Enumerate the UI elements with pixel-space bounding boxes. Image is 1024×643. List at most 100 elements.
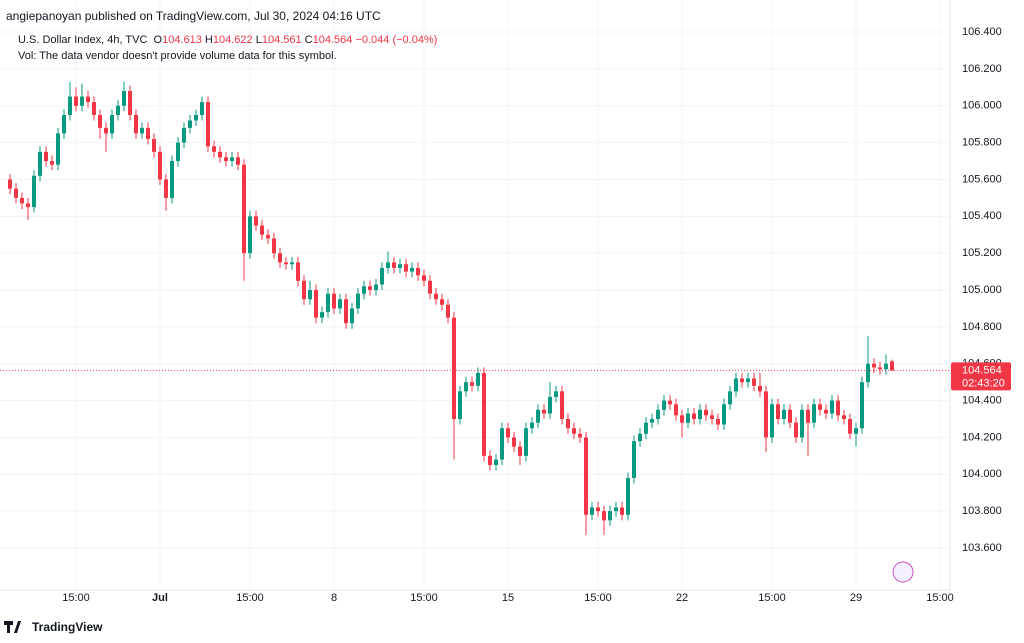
candle-body (860, 382, 864, 429)
candle-body (716, 419, 720, 425)
candles (0, 81, 950, 536)
candle-body (578, 433, 582, 438)
candle-body (128, 91, 132, 115)
candle-body (302, 280, 306, 300)
candle-body (728, 391, 732, 405)
candle-body (434, 293, 438, 300)
candle-body (50, 161, 54, 165)
candle-body (194, 114, 198, 121)
candle-body (260, 225, 264, 235)
candle-body (38, 151, 42, 176)
candle-body (188, 120, 192, 128)
candle-body (470, 382, 474, 386)
candle-body (218, 151, 222, 158)
candle-body (890, 361, 894, 371)
candle-body (74, 96, 78, 106)
candle-body (452, 317, 456, 420)
candle-body (842, 415, 846, 420)
candle-body (254, 216, 258, 226)
candle-body (620, 507, 624, 515)
close-label: C (304, 34, 313, 46)
candle-body (590, 507, 594, 515)
candle-body (212, 146, 216, 152)
candle-body (56, 133, 60, 165)
candle-body (290, 262, 294, 265)
candle-body (542, 409, 546, 414)
publisher: angiepanoyan published on TradingView.co… (6, 9, 381, 23)
candle-body (134, 114, 138, 134)
candle-body (476, 372, 480, 386)
x-tick-label: 15:00 (584, 592, 612, 604)
candle-body (560, 391, 564, 420)
y-tick-label: 105.600 (962, 173, 1002, 185)
x-tick-label: 15:00 (926, 592, 954, 604)
candle-body (410, 267, 414, 272)
y-tick-label: 104.800 (962, 321, 1002, 333)
candle-body (662, 400, 666, 410)
candle-body (338, 299, 342, 309)
candle-body (206, 102, 210, 147)
candle-body (764, 391, 768, 438)
candle-body (80, 96, 84, 106)
candle-body (524, 428, 528, 456)
candle-body (644, 422, 648, 434)
candle-body (884, 363, 888, 370)
candle-body (698, 409, 702, 420)
open-label: O (153, 34, 163, 46)
candle-body (854, 428, 858, 434)
candle-body (758, 385, 762, 392)
candle-body (284, 262, 288, 265)
candle-body (830, 400, 834, 414)
candle-body (626, 477, 630, 515)
x-tick-label: 15:00 (236, 592, 264, 604)
candle-body (440, 299, 444, 305)
candle-body (422, 275, 426, 281)
candle-body (230, 157, 234, 162)
close-value: 104.564 (312, 34, 353, 46)
candle-body (746, 378, 750, 383)
candle-body (122, 91, 126, 106)
candle-body (878, 367, 882, 370)
candle-body (692, 413, 696, 420)
candle-body (794, 422, 798, 438)
candle-body (176, 142, 180, 162)
candle-body (530, 422, 534, 429)
candle-body (350, 308, 354, 324)
candle-body (752, 378, 756, 386)
candle-body (320, 312, 324, 318)
candle-body (248, 216, 252, 254)
candle-body (104, 127, 108, 134)
candle-body (740, 378, 744, 383)
candle-body (116, 105, 120, 115)
candle-body (704, 409, 708, 416)
candle-body (14, 188, 18, 198)
candle-body (182, 127, 186, 143)
x-tick-label: 15 (502, 592, 514, 604)
y-tick-label: 104.400 (962, 394, 1002, 406)
candle-body (44, 151, 48, 162)
candle-body (608, 511, 612, 521)
footer-logo (4, 621, 21, 633)
y-tick-label: 104.000 (962, 468, 1002, 480)
candle-body (170, 161, 174, 198)
candle-body (458, 391, 462, 420)
candle-body (464, 382, 468, 392)
candle-body (446, 304, 450, 318)
y-tick-label: 106.400 (962, 26, 1002, 38)
candle-body (146, 127, 150, 139)
candle-body (242, 164, 246, 254)
change: −0.044 (−0.04%) (355, 34, 438, 46)
candle-body (392, 262, 396, 268)
candle-body (362, 286, 366, 294)
candle-body (404, 264, 408, 272)
candle-body (332, 293, 336, 309)
candle-body (710, 415, 714, 420)
candle-body (32, 175, 36, 208)
candle-body (278, 253, 282, 263)
x-tick-label: 15:00 (758, 592, 786, 604)
candle-body (584, 437, 588, 515)
candle-body (686, 413, 690, 423)
candle-body (722, 404, 726, 425)
candle-body (866, 363, 870, 383)
